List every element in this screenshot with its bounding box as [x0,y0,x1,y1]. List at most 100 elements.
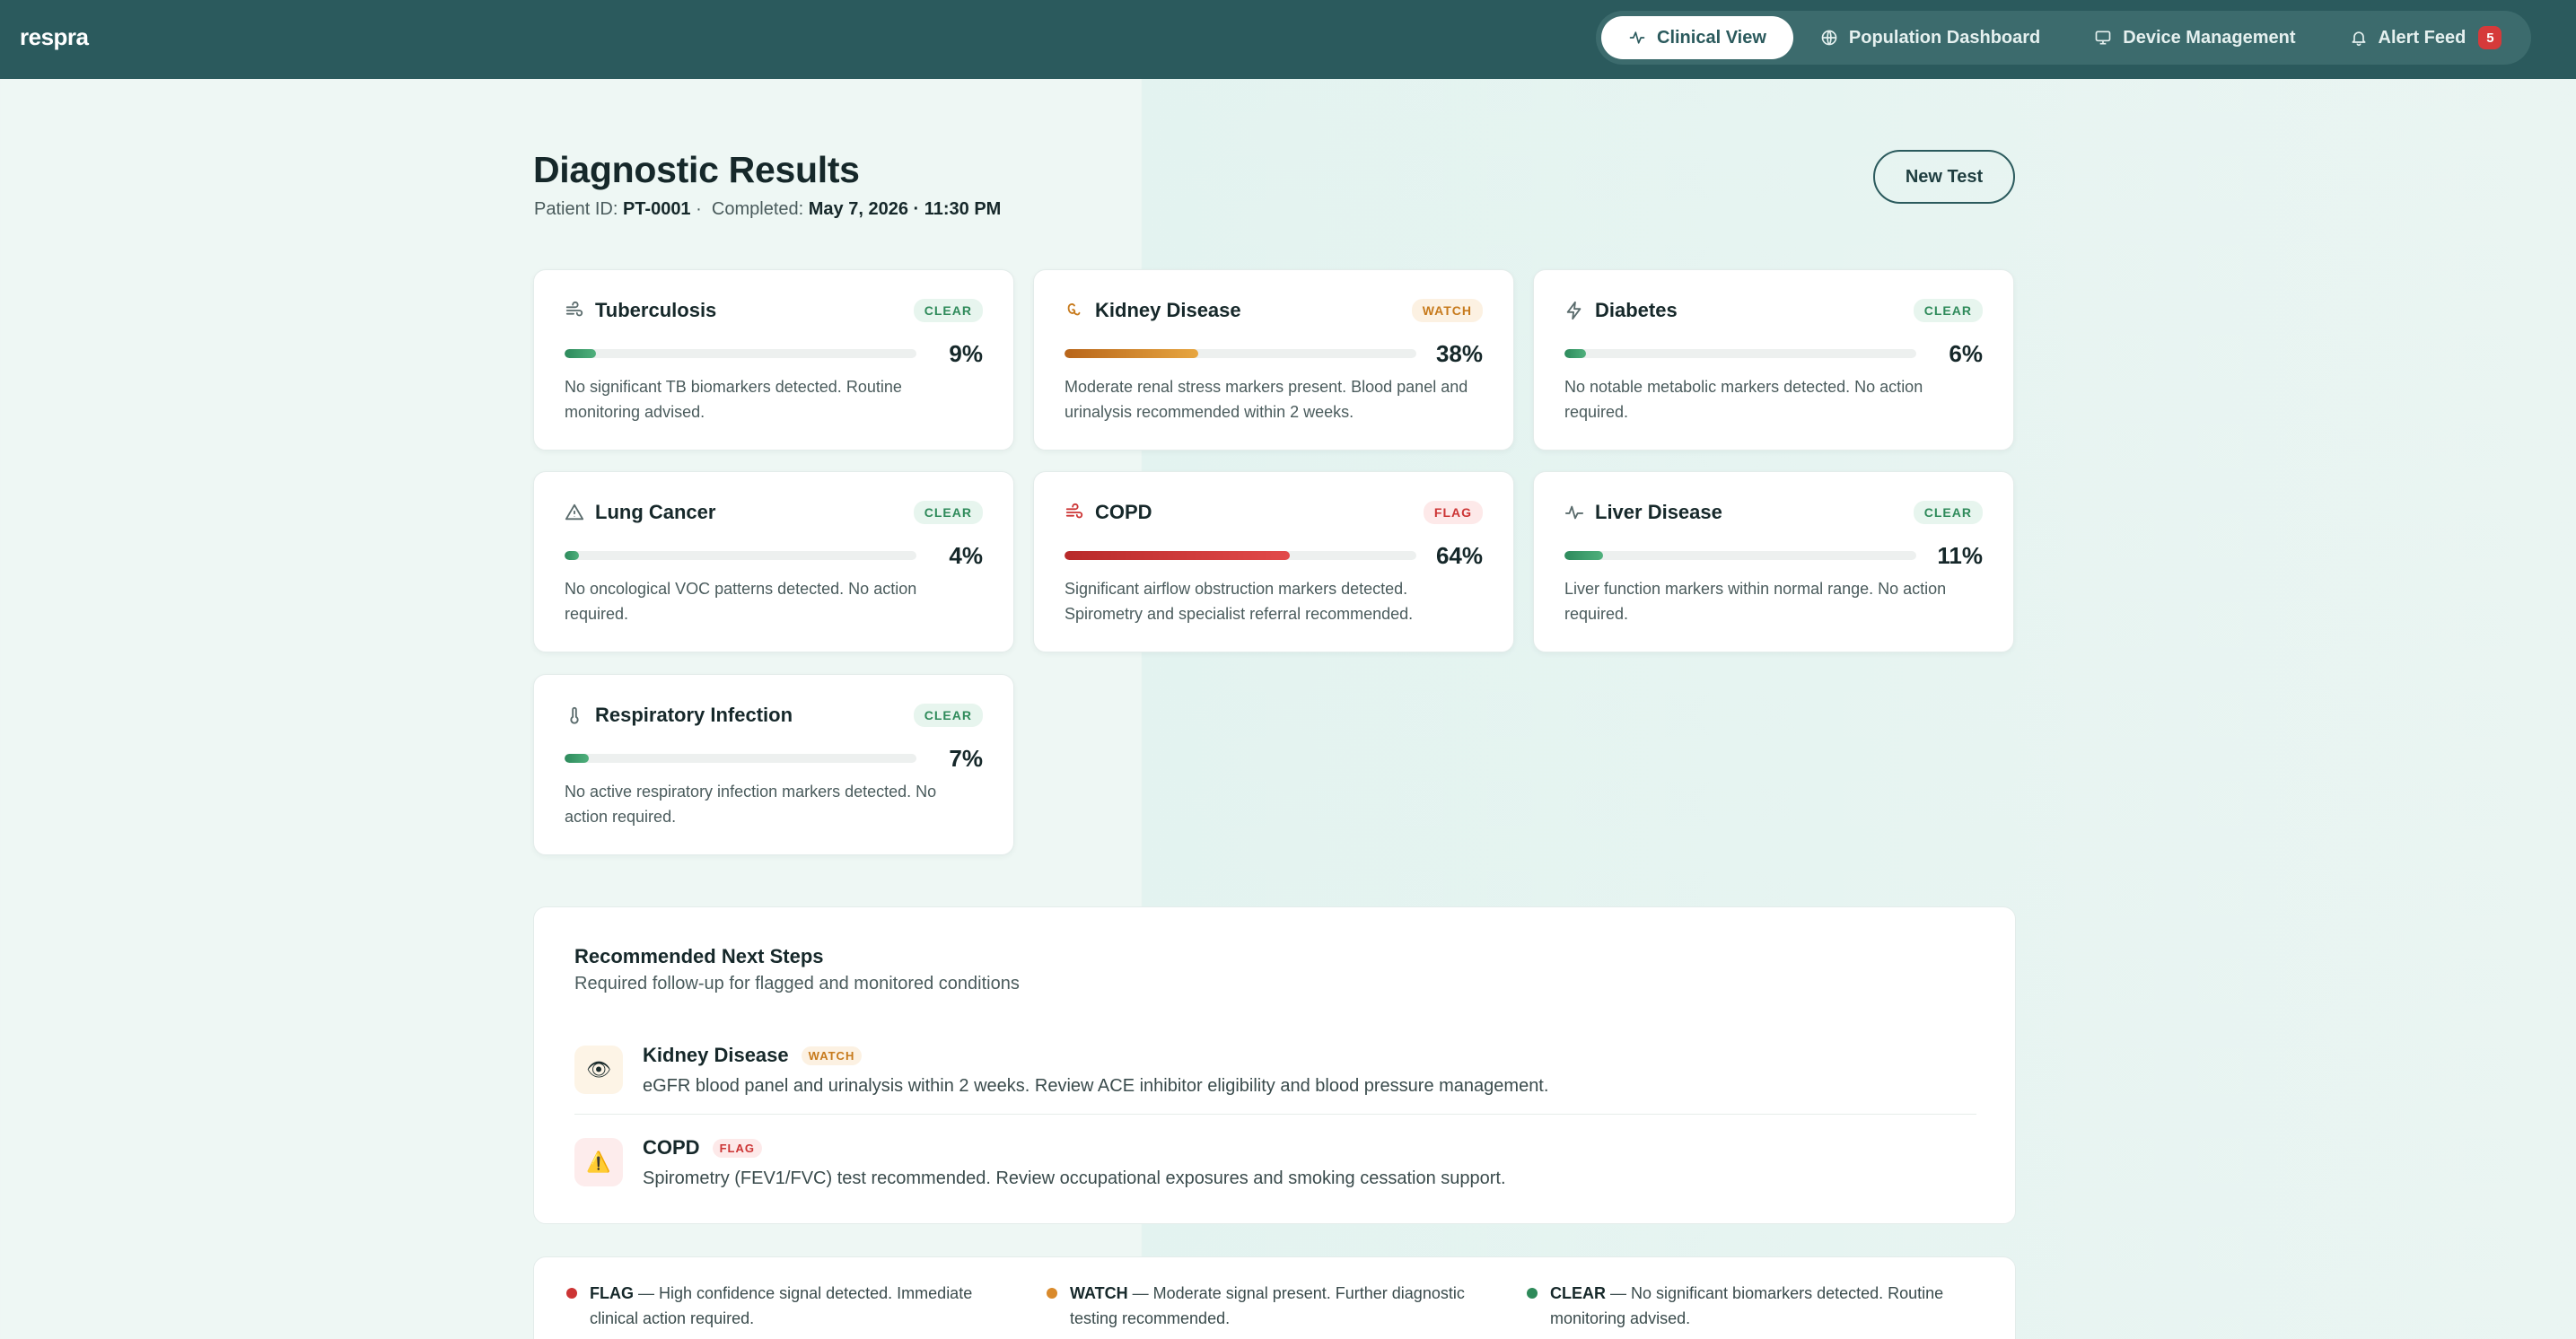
nav-tabs: Clinical View Population Dashboard Devic… [1596,11,2531,65]
probability-percent: 4% [949,541,983,569]
nav-tab-population-dashboard[interactable]: Population Dashboard [1793,16,2067,59]
condition-name: COPD [1095,501,1152,523]
wind-icon [1065,503,1083,519]
condition-name: Respiratory Infection [595,704,793,726]
status-badge: CLEAR [1913,501,1983,524]
globe-icon [1821,30,1837,46]
condition-name: Liver Disease [1595,501,1722,523]
legend-item-clear: CLEAR — No significant biomarkers detect… [1527,1281,1976,1331]
probability-bar [565,754,916,763]
zap-icon [1566,301,1582,320]
nav-tab-label: Alert Feed [2378,27,2466,48]
legend-term: WATCH [1070,1284,1128,1302]
condition-card-diabetes[interactable]: Diabetes CLEAR 6% No notable metabolic m… [1533,269,2014,451]
wind-icon [565,301,583,317]
status-badge: CLEAR [913,704,983,727]
flag-dot-icon [566,1288,577,1299]
condition-card-respiratory-infection[interactable]: Respiratory Infection CLEAR 7% No active… [533,674,1014,855]
condition-description: Moderate renal stress markers present. B… [1065,378,1468,421]
condition-description: No notable metabolic markers detected. N… [1564,378,1923,421]
page-title: Diagnostic Results [533,149,860,190]
warning-triangle-icon [565,503,584,521]
watch-dot-icon [1047,1288,1057,1299]
clear-dot-icon [1527,1288,1538,1299]
condition-description: Liver function markers within normal ran… [1564,580,1947,623]
legend-term: FLAG [590,1284,634,1302]
condition-card-tuberculosis[interactable]: Tuberculosis CLEAR 9% No significant TB … [533,269,1014,451]
probability-bar-fill [1564,551,1604,560]
warning-icon: ⚠️ [574,1138,623,1186]
status-badge: CLEAR [913,501,983,524]
patient-id-value: PT-0001 [622,199,691,219]
status-badge: FLAG [712,1138,762,1158]
nav-tab-device-management[interactable]: Device Management [2067,16,2322,59]
probability-bar [1065,551,1416,560]
nav-tab-label: Clinical View [1657,27,1766,48]
next-step-description: eGFR blood panel and urinalysis within 2… [643,1076,1549,1096]
completed-value: May 7, 2026 · 11:30 PM [808,199,1002,219]
probability-bar-fill [565,754,590,763]
nav-tab-label: Population Dashboard [1848,27,2041,48]
next-step-item[interactable]: ⚠️ COPD FLAG Spirometry (FEV1/FVC) test … [574,1129,1976,1210]
patient-id-label: Patient ID: [534,199,618,219]
legend-item-watch: WATCH — Moderate signal present. Further… [1047,1281,1495,1331]
next-step-condition: COPD [643,1136,700,1159]
probability-bar [1564,551,1916,560]
condition-description: Significant airflow obstruction markers … [1065,580,1414,623]
legend-text: — No significant biomarkers detected. Ro… [1550,1284,1944,1327]
nav-tab-clinical-view[interactable]: Clinical View [1601,16,1793,59]
condition-description: No oncological VOC patterns detected. No… [565,580,917,623]
status-badge: WATCH [801,1046,863,1065]
condition-card-kidney-disease[interactable]: Kidney Disease WATCH 38% Moderate renal … [1033,269,1514,451]
top-nav-bar: respra Clinical View Population Dashboar… [0,0,2576,79]
condition-name: Tuberculosis [595,299,717,321]
next-step-description: Spirometry (FEV1/FVC) test recommended. … [643,1168,1506,1188]
alert-count-badge: 5 [2478,26,2502,49]
probability-bar-fill [565,551,579,560]
meta-separator: · [696,199,702,219]
condition-card-lung-cancer[interactable]: Lung Cancer CLEAR 4% No oncological VOC … [533,471,1014,652]
probability-percent: 7% [949,744,983,772]
probability-bar [565,551,916,560]
legend-text: — Moderate signal present. Further diagn… [1070,1284,1465,1327]
divider [574,1114,1976,1115]
condition-name: Diabetes [1595,299,1678,321]
completed-label: Completed: [711,199,804,219]
eye-icon: 👁 [574,1046,623,1094]
app-logo[interactable]: respra [20,23,89,50]
condition-card-liver-disease[interactable]: Liver Disease CLEAR 11% Liver function m… [1533,471,2014,652]
result-meta: Patient ID: PT-0001 · Completed: May 7, … [534,199,1001,220]
probability-bar [1564,349,1916,358]
condition-name: Kidney Disease [1095,299,1241,321]
monitor-icon [2095,31,2111,45]
next-step-condition: Kidney Disease [643,1044,789,1066]
legend-item-flag: FLAG — High confidence signal detected. … [566,1281,1015,1331]
condition-description: No active respiratory infection markers … [565,783,937,826]
thermometer-icon [570,706,579,724]
condition-card-copd[interactable]: COPD FLAG 64% Significant airflow obstru… [1033,471,1514,652]
next-steps-panel: Recommended Next Steps Required follow-u… [533,906,2016,1224]
probability-percent: 38% [1435,339,1483,367]
activity-icon [1629,31,1645,44]
probability-bar-fill [565,349,597,358]
probability-bar-fill [1065,551,1290,560]
probability-bar [565,349,916,358]
nav-tab-label: Device Management [2123,27,2296,48]
pulse-icon [1564,505,1584,520]
probability-bar-fill [1564,349,1586,358]
legend-term: CLEAR [1550,1284,1606,1302]
nav-tab-alert-feed[interactable]: Alert Feed 5 [2323,16,2529,59]
bell-icon [2352,31,2366,47]
legend-text: — High confidence signal detected. Immed… [590,1284,973,1327]
status-legend: FLAG — High confidence signal detected. … [533,1256,2016,1339]
status-badge: FLAG [1423,501,1483,524]
kidney-icon [1067,303,1081,316]
probability-percent: 64% [1435,541,1483,569]
probability-percent: 6% [1949,339,1983,367]
next-steps-subtitle: Required follow-up for flagged and monit… [574,974,1020,993]
status-badge: CLEAR [913,299,983,322]
next-step-item[interactable]: 👁 Kidney Disease WATCH eGFR blood panel … [574,1037,1976,1117]
new-test-button[interactable]: New Test [1873,150,2015,204]
probability-bar [1065,349,1416,358]
probability-percent: 9% [949,339,983,367]
